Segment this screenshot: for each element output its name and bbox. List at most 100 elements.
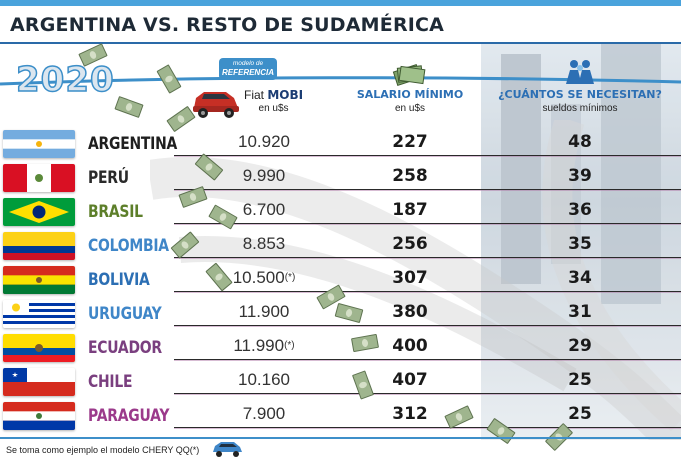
minimum-salary: 400 xyxy=(392,336,428,356)
table-row: PERÚ 9.990 258 39 xyxy=(0,161,681,195)
minimum-salary: 312 xyxy=(392,404,428,424)
row-divider xyxy=(174,427,681,428)
row-divider-shadow xyxy=(174,394,681,395)
salaries-needed: 31 xyxy=(568,302,592,322)
flag-argentina-icon xyxy=(3,130,75,158)
tire-tracks-graphic xyxy=(150,120,681,440)
car-price-value: 10.160 xyxy=(238,370,290,389)
page-title: ARGENTINA VS. RESTO DE SUDAMÉRICA xyxy=(10,14,445,36)
car-price-note: (*) xyxy=(284,272,296,283)
flag-peru-icon xyxy=(3,164,75,192)
salaries-needed: 36 xyxy=(568,200,592,220)
table-row: PARAGUAY 7.900 312 25 xyxy=(0,399,681,433)
car-price: 10.500(*) xyxy=(214,268,314,288)
car-price-note: (*) xyxy=(284,340,295,351)
car-price-value: 11.900 xyxy=(238,302,290,321)
table-row: URUGUAY 11.900 380 31 xyxy=(0,297,681,331)
salaries-needed: 29 xyxy=(568,336,592,356)
country-name: BOLIVIA xyxy=(88,270,150,290)
row-divider xyxy=(174,155,681,156)
country-name: BRASIL xyxy=(88,202,143,222)
minimum-salary: 256 xyxy=(392,234,428,254)
table-row: ARGENTINA 10.920 227 48 xyxy=(0,127,681,161)
street-background-image xyxy=(481,44,681,440)
row-divider xyxy=(174,291,681,292)
year-label: 2020 xyxy=(15,59,115,101)
salaries-needed: 34 xyxy=(568,268,592,288)
salary-unit: en u$s xyxy=(394,103,426,114)
minimum-salary: 407 xyxy=(392,370,428,390)
row-divider xyxy=(174,393,681,394)
footnote: Se toma como ejemplo el modelo CHERY QQ(… xyxy=(6,445,200,455)
table-row: BOLIVIA 10.500(*) 307 34 xyxy=(0,263,681,297)
row-divider-shadow xyxy=(174,360,681,361)
needed-column-header: ¿CUÁNTOS SE NECESITAN? sueldos mínimos xyxy=(490,87,670,116)
row-divider xyxy=(174,325,681,326)
needed-unit: sueldos mínimos xyxy=(542,103,618,114)
country-name: URUGUAY xyxy=(88,304,162,324)
row-divider-shadow xyxy=(174,224,681,225)
title-divider xyxy=(0,42,681,44)
country-name: CHILE xyxy=(88,372,133,392)
top-accent-bar xyxy=(0,0,681,6)
car-column-header: Fiat MOBI en u$s xyxy=(244,88,303,116)
country-name: ARGENTINA xyxy=(88,134,178,154)
salaries-needed: 39 xyxy=(568,166,592,186)
car-price: 6.700 xyxy=(214,200,314,220)
salary-label: SALARIO MÍNIMO xyxy=(356,88,464,101)
car-unit: en u$s xyxy=(258,103,289,114)
country-name: PERÚ xyxy=(88,168,129,188)
car-price: 10.920 xyxy=(214,132,314,152)
table-row: COLOMBIA 8.853 256 35 xyxy=(0,229,681,263)
dollar-bill-icon xyxy=(114,95,144,119)
table-row: ECUADOR 11.990(*) 400 29 xyxy=(0,331,681,365)
row-divider-shadow xyxy=(174,190,681,191)
badge-bottom-text: REFERENCIA xyxy=(221,67,274,77)
row-divider-shadow xyxy=(174,156,681,157)
row-divider-shadow xyxy=(174,292,681,293)
table-row: BRASIL 6.700 187 36 xyxy=(0,195,681,229)
car-price-value: 11.990 xyxy=(233,336,285,355)
footer-divider xyxy=(0,437,681,439)
table-row: CHILE 10.160 407 25 xyxy=(0,365,681,399)
flag-colombia-icon xyxy=(3,232,75,260)
car-price: 11.990(*) xyxy=(214,336,314,356)
car-price-value: 7.900 xyxy=(242,404,286,423)
car-price-value: 10.500 xyxy=(232,268,285,287)
minimum-salary: 380 xyxy=(392,302,428,322)
minimum-salary: 187 xyxy=(392,200,428,220)
flag-ecuador-icon xyxy=(3,334,75,362)
salary-column-header: SALARIO MÍNIMO en u$s xyxy=(352,87,468,116)
minimum-salary: 258 xyxy=(392,166,428,186)
car-price-value: 9.990 xyxy=(242,166,286,185)
car-price: 10.160 xyxy=(214,370,314,390)
country-name: ECUADOR xyxy=(88,338,162,358)
car-price-value: 10.920 xyxy=(238,132,290,151)
car-price: 11.900 xyxy=(214,302,314,322)
minimum-salary: 307 xyxy=(392,268,428,288)
row-divider xyxy=(174,223,681,224)
row-divider xyxy=(174,189,681,190)
car-icon xyxy=(193,92,239,118)
salaries-needed: 48 xyxy=(568,132,592,152)
salaries-needed: 25 xyxy=(568,404,592,424)
row-divider-shadow xyxy=(174,258,681,259)
car-model-name: MOBI xyxy=(267,88,304,102)
row-divider-shadow xyxy=(174,428,681,429)
workers-icon xyxy=(566,60,594,84)
car-price-value: 8.853 xyxy=(242,234,286,253)
flag-uruguay-icon xyxy=(3,300,75,328)
row-divider xyxy=(174,257,681,258)
salaries-needed: 25 xyxy=(568,370,592,390)
flag-chile-icon xyxy=(3,368,75,396)
car-label-prefix: Fiat xyxy=(244,88,268,102)
country-name: PARAGUAY xyxy=(88,406,170,426)
needed-label: ¿CUÁNTOS SE NECESITAN? xyxy=(498,88,662,101)
car-price: 8.853 xyxy=(214,234,314,254)
flag-bolivia-icon xyxy=(3,266,75,294)
money-fan-icon xyxy=(392,64,426,86)
reference-car-icon xyxy=(213,442,242,457)
minimum-salary: 227 xyxy=(392,132,428,152)
country-name: COLOMBIA xyxy=(88,236,169,256)
car-price: 7.900 xyxy=(214,404,314,424)
